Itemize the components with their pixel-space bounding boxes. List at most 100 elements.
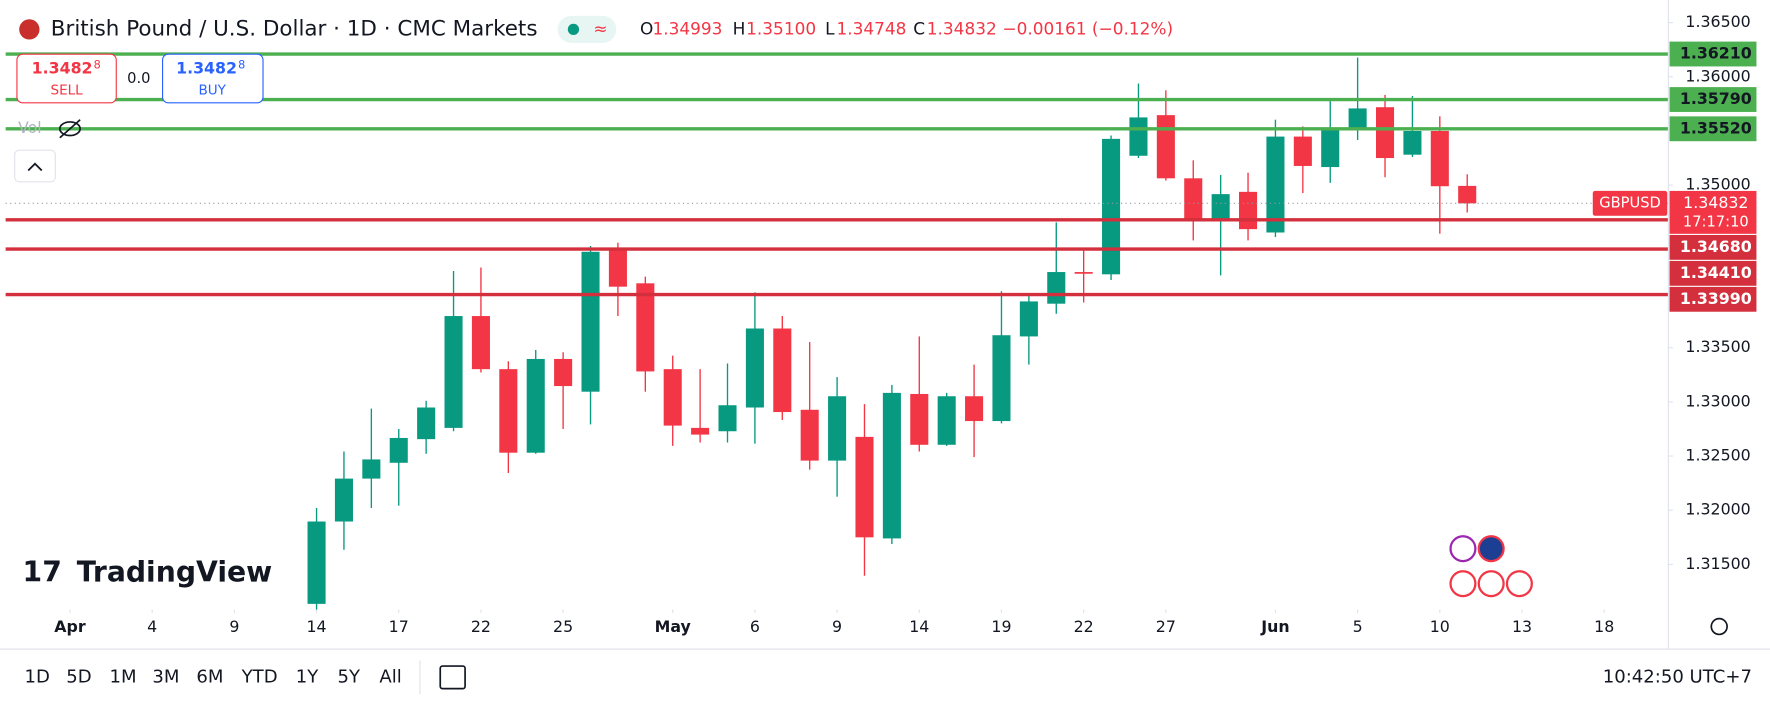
x-tick-label: 5 [1353, 617, 1363, 636]
candle-body [1403, 130, 1422, 155]
y-tick-label: 1.36000 [1685, 66, 1750, 85]
candle-body [636, 283, 655, 372]
candle-body [718, 405, 737, 432]
countdown: 17:17:10 [1683, 214, 1749, 231]
event-icon[interactable] [1505, 570, 1533, 598]
symbol-icon [19, 19, 40, 40]
candle-body [471, 316, 490, 370]
range-button[interactable]: 1D [25, 666, 50, 687]
l-label: L [825, 18, 835, 38]
sell-button[interactable] [16, 53, 117, 104]
y-tick-label: 1.36500 [1685, 12, 1750, 31]
candle-body [417, 407, 436, 440]
candle-body [828, 396, 847, 461]
level-tag [1669, 234, 1757, 260]
range-button[interactable]: 6M [196, 666, 223, 687]
current-price-tag [1669, 190, 1757, 234]
candle-body [965, 396, 984, 422]
y-tick-label: 1.32000 [1685, 500, 1750, 519]
o-value: 1.34993 [652, 18, 722, 38]
event-icon[interactable] [1449, 535, 1477, 563]
candle-body [1375, 107, 1395, 159]
hide-icon-slash [59, 119, 81, 139]
x-tick-label: 9 [229, 617, 239, 636]
level-tag [1669, 41, 1757, 67]
x-tick-label: 4 [147, 617, 157, 636]
x-tick-label: 25 [553, 617, 573, 636]
candle-body [1266, 136, 1285, 233]
x-tick-label: 27 [1156, 617, 1176, 636]
plot: 1.36500 1.36000 1.35000 1.33500 1.33000 1.325… [5, 0, 1757, 650]
event-icon[interactable] [1477, 535, 1505, 563]
range-button[interactable]: 5D [66, 666, 91, 687]
x-tick-label: 19 [991, 617, 1011, 636]
collapse-icon [27, 162, 43, 172]
candle-body [1293, 136, 1312, 166]
level-tag [1669, 87, 1757, 112]
candle-body [1430, 130, 1449, 187]
x-tick-label: 6 [750, 617, 760, 636]
candle-body [1239, 191, 1258, 230]
range-button[interactable]: 5Y [338, 666, 361, 687]
level-label: 1.35790 [1680, 89, 1752, 108]
candle-body [307, 521, 326, 604]
candle-body [1321, 127, 1340, 168]
collapse-button[interactable] [14, 149, 56, 183]
event-icon[interactable] [1449, 570, 1477, 598]
range-button[interactable]: 1Y [296, 666, 319, 687]
settings-icon[interactable] [1710, 617, 1728, 636]
x-tick-label: 9 [832, 617, 842, 636]
candle-body [745, 328, 764, 408]
buy-button[interactable] [161, 53, 264, 104]
candle-body [800, 409, 819, 461]
candle-body [663, 369, 682, 426]
realtime-icon: ≈ [593, 18, 607, 38]
logo: TradingView [77, 555, 273, 588]
y-tick-label: 1.32500 [1685, 446, 1750, 465]
candle-body [554, 358, 573, 387]
candle-body [1184, 178, 1203, 221]
candle-body [526, 358, 545, 453]
range-button[interactable]: All [379, 666, 401, 687]
y-tick-label: 1.35000 [1685, 175, 1750, 194]
candle-body [882, 392, 901, 539]
x-tick-label: Jun [1260, 617, 1289, 636]
candle-body [1074, 272, 1093, 274]
event-icon[interactable] [1477, 570, 1505, 598]
range-button[interactable]: YTD [241, 666, 278, 687]
x-tick-label: 14 [909, 617, 929, 636]
range-button[interactable]: 3M [152, 666, 179, 687]
level-label: 1.33990 [1680, 289, 1752, 308]
symbol-title: British Pound / U.S. Dollar · 1D · CMC M… [51, 16, 538, 41]
range-button[interactable]: 1M [110, 666, 137, 687]
sell-price: 1.3482 [32, 58, 93, 77]
h-value: 1.35100 [746, 18, 816, 38]
level-label: 1.34680 [1680, 237, 1752, 256]
x-tick-label: 10 [1430, 617, 1450, 636]
buy-pip: 8 [238, 59, 245, 72]
change: −0.00161 (−0.12%) [1002, 18, 1173, 38]
status-pill[interactable] [557, 15, 617, 43]
x-tick-label: May [655, 617, 692, 636]
candle-body [1156, 115, 1175, 179]
symbol-tag [1592, 190, 1668, 216]
date-range-icon[interactable] [439, 665, 466, 690]
symbol-tag-label: GBPUSD [1599, 194, 1661, 211]
logo-mark: 17 [23, 555, 62, 588]
hide-icon[interactable] [58, 121, 81, 137]
level-tag [1669, 286, 1757, 312]
clock: 10:42:50 UTC+7 [1603, 666, 1752, 687]
x-tick-label: 13 [1512, 617, 1532, 636]
candle-body [362, 459, 381, 479]
candle-body [910, 393, 929, 445]
c-label: C [913, 18, 925, 38]
candle-body [581, 251, 600, 392]
candle-body [937, 396, 956, 445]
spread: 0.0 [127, 70, 150, 87]
market-status [567, 23, 580, 36]
candle-body [691, 427, 710, 435]
candle-body [444, 316, 463, 428]
x-tick-label: 17 [389, 617, 409, 636]
candle-body [499, 369, 518, 453]
